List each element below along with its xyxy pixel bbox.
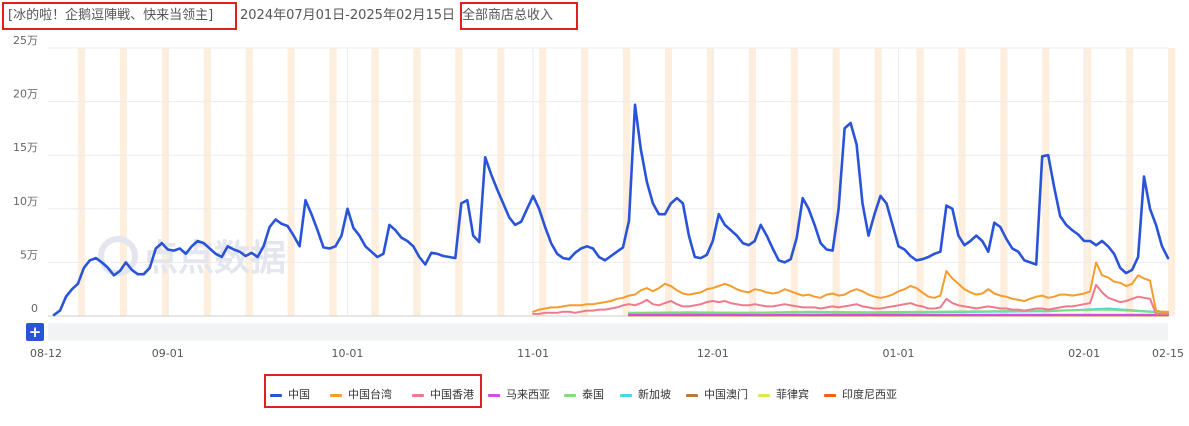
- weekend-band: [832, 48, 840, 316]
- legend-label: 印度尼西亚: [842, 388, 897, 401]
- series-line-2: [532, 283, 1169, 315]
- chart-header: [冰的啦！企鹅逗陣戦、快来当领主] 2024年07月01日-2025年02月15…: [0, 0, 1189, 34]
- weekend-band: [622, 48, 631, 316]
- weekend-band: [664, 48, 673, 316]
- legend-swatch-icon: [330, 393, 342, 397]
- weekend-band: [706, 48, 715, 316]
- expand-button-label[interactable]: +: [29, 323, 42, 341]
- weekend-band: [874, 48, 882, 316]
- expand-button[interactable]: [26, 323, 44, 341]
- weekend-band: [1084, 48, 1092, 316]
- legend-swatch-icon: [824, 393, 836, 397]
- legend-item[interactable]: 印度尼西亚: [824, 388, 897, 402]
- legend-item[interactable]: 中国香港: [412, 388, 474, 402]
- legend-label: 泰国: [582, 388, 604, 401]
- legend-item[interactable]: 中国: [270, 388, 310, 402]
- legend-swatch-icon: [564, 393, 576, 397]
- watermark-text: 点点数据: [142, 238, 286, 279]
- y-tick-label: 10万: [13, 195, 38, 208]
- legend-label: 中国: [288, 388, 310, 401]
- weekend-band: [371, 48, 379, 316]
- weekend-band: [455, 48, 463, 316]
- series-line-4: [628, 308, 1169, 314]
- y-tick-label: 5万: [20, 248, 38, 261]
- legend-swatch-icon: [758, 393, 770, 397]
- weekend-band: [748, 48, 756, 316]
- weekend-band: [581, 48, 589, 316]
- y-axis-ticks: 0 5万 10万 15万 20万 25万: [13, 34, 38, 315]
- weekend-band: [329, 48, 337, 316]
- weekend-band: [287, 48, 295, 316]
- series-line-1: [532, 261, 1169, 313]
- weekend-band: [1042, 48, 1050, 316]
- x-tick-label: 10-01: [331, 347, 363, 360]
- date-range: 2024年07月01日-2025年02月15日: [240, 8, 456, 23]
- x-tick-label: 09-01: [152, 347, 184, 360]
- series-line-0: [52, 103, 1170, 317]
- range-scroller[interactable]: +: [26, 323, 1168, 341]
- highlight-box-app: [2, 2, 237, 30]
- legend-item[interactable]: 中国台湾: [330, 388, 392, 402]
- series-lines: [52, 103, 1170, 317]
- weekend-band: [119, 48, 128, 316]
- legend-label: 中国澳门: [704, 388, 748, 401]
- legend-label: 中国台湾: [348, 388, 392, 401]
- y-tick-label: 25万: [13, 34, 38, 47]
- legend-swatch-icon: [270, 393, 282, 397]
- weekend-band: [413, 48, 421, 316]
- x-tick-label: 01-01: [882, 347, 914, 360]
- metric-title: 全部商店总收入: [462, 8, 554, 23]
- legend-label: 新加坡: [638, 388, 671, 401]
- weekend-band: [1168, 48, 1176, 316]
- weekend-band: [203, 48, 211, 316]
- weekend-band: [1000, 48, 1008, 316]
- y-tick-label: 15万: [13, 141, 38, 154]
- weekend-band: [539, 48, 547, 316]
- y-tick-label: 0: [31, 302, 38, 315]
- x-tick-label: 02-01: [1068, 347, 1100, 360]
- legend-swatch-icon: [412, 393, 424, 397]
- legend-swatch-icon: [686, 393, 698, 397]
- watermark: 点点数据: [98, 236, 286, 279]
- weekend-band: [77, 48, 86, 316]
- weekend-band: [958, 48, 966, 316]
- x-tick-label: 12-01: [697, 347, 729, 360]
- chart-legend: 中国 中国台湾 中国香港 马来西亚 泰国 新加坡 中国澳门 菲律宾 印度尼西亚: [262, 374, 1172, 410]
- range-slider-track[interactable]: [48, 323, 1168, 341]
- legend-swatch-icon: [620, 393, 632, 397]
- app-title: [冰的啦！企鹅逗陣戦、快来当领主]: [8, 8, 214, 23]
- y-tick-label: 20万: [13, 88, 38, 101]
- weekend-band: [1126, 48, 1134, 316]
- legend-item[interactable]: 马来西亚: [488, 388, 550, 402]
- weekend-band: [497, 48, 505, 316]
- legend-label: 菲律宾: [776, 388, 809, 401]
- weekend-band: [245, 48, 253, 316]
- legend-swatch-icon: [488, 393, 500, 397]
- x-axis-ticks: 08-12 09-01 10-01 11-01 12-01 01-01 02-01 02-15: [30, 347, 1184, 360]
- legend-item[interactable]: 新加坡: [620, 388, 671, 402]
- legend-highlight-box: [264, 374, 482, 408]
- legend-item[interactable]: 菲律宾: [758, 388, 809, 402]
- x-tick-label: 02-15: [1152, 347, 1184, 360]
- legend-label: 马来西亚: [506, 388, 550, 401]
- legend-item[interactable]: 泰国: [564, 388, 604, 402]
- legend-label: 中国香港: [430, 388, 474, 401]
- weekend-bands: [77, 48, 1176, 316]
- x-tick-label: 08-12: [30, 347, 62, 360]
- highlight-box-metric: [460, 2, 578, 30]
- weekend-band: [790, 48, 798, 316]
- weekend-band: [916, 48, 924, 316]
- legend-item[interactable]: 中国澳门: [686, 388, 748, 402]
- x-tick-label: 11-01: [517, 347, 549, 360]
- weekend-band: [161, 48, 169, 316]
